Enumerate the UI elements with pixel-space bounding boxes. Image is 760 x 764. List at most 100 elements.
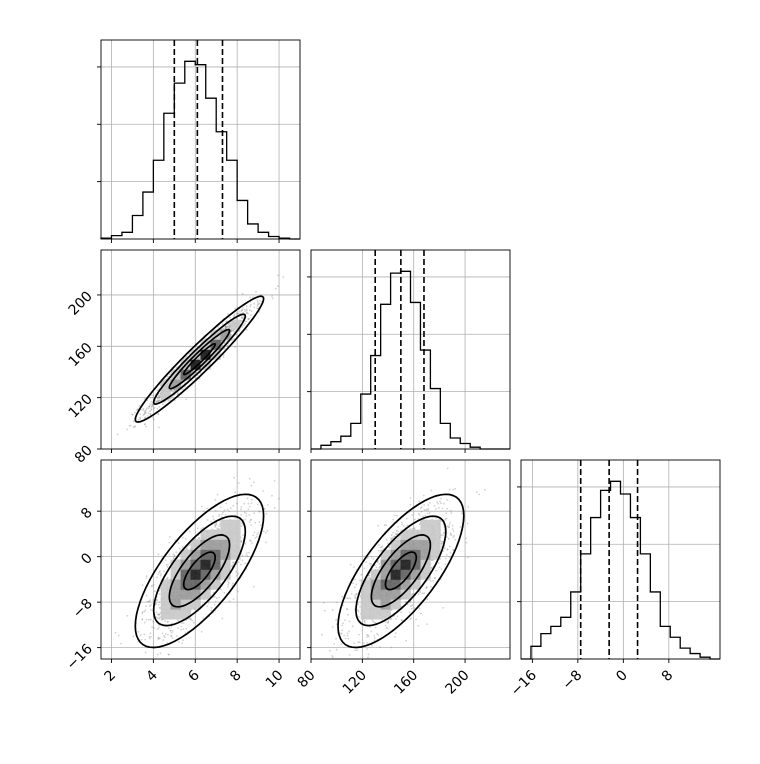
sample-point [247, 312, 249, 315]
sample-point [440, 568, 443, 570]
density-cell [160, 579, 171, 590]
sample-point [392, 531, 394, 534]
density-cell [220, 549, 231, 560]
sample-point [256, 299, 259, 301]
sample-point [368, 635, 370, 638]
sample-point [377, 549, 380, 552]
y-tick-label: 160 [66, 340, 96, 370]
sample-point [265, 531, 267, 534]
sample-point [152, 599, 154, 601]
sample-point [146, 600, 149, 603]
sample-point [134, 425, 137, 428]
sample-point [144, 423, 146, 425]
sample-point [344, 619, 346, 622]
sample-point [152, 620, 154, 623]
sample-point [221, 323, 224, 326]
sample-point [354, 649, 356, 652]
sample-point [164, 559, 167, 561]
sample-point [415, 618, 417, 621]
density-cell [220, 569, 231, 580]
sample-point [248, 309, 251, 312]
sample-point [223, 591, 226, 594]
sample-point [173, 554, 176, 556]
sample-point [238, 330, 241, 332]
sample-point [143, 412, 146, 415]
sample-point [366, 634, 369, 636]
sample-point [227, 580, 229, 583]
sample-point [395, 533, 398, 536]
sample-point [271, 295, 273, 297]
contour-line [134, 295, 265, 423]
sample-point [222, 356, 225, 359]
sample-point [434, 577, 437, 580]
sample-point [129, 424, 132, 427]
sample-point [237, 482, 240, 484]
sample-point [401, 619, 403, 622]
sample-point [331, 609, 334, 611]
sample-point [172, 391, 174, 393]
sample-point [132, 635, 135, 638]
sample-point [448, 523, 451, 526]
density-cell [160, 599, 171, 610]
sample-point [442, 502, 445, 505]
sample-point [357, 610, 360, 613]
sample-point [351, 625, 354, 628]
sample-point [409, 528, 411, 531]
sample-point [262, 530, 265, 533]
sample-point [172, 553, 175, 555]
sample-point [447, 537, 450, 540]
density-cell [190, 599, 201, 610]
sample-point [170, 629, 172, 632]
density-cell [360, 579, 371, 590]
sample-point [133, 425, 136, 428]
sample-point [451, 528, 454, 530]
density-cell [400, 569, 411, 580]
y-tick-label: 120 [66, 391, 96, 421]
sample-point [168, 535, 171, 538]
sample-point [373, 639, 376, 642]
sample-point [379, 546, 382, 549]
sample-point [442, 534, 444, 536]
sample-point [341, 595, 344, 598]
sample-point [149, 396, 152, 399]
sample-point [396, 532, 399, 535]
sample-point [234, 517, 237, 519]
sample-point [250, 303, 252, 306]
sample-point [426, 586, 428, 588]
sample-point [229, 316, 231, 319]
sample-point [198, 537, 200, 540]
sample-point [441, 507, 444, 510]
contour-line [370, 534, 432, 608]
sample-point [227, 583, 230, 586]
sample-point [373, 634, 376, 637]
sample-point [418, 513, 420, 515]
sample-point [364, 662, 366, 664]
panel-frame [310, 249, 511, 450]
sample-point [370, 562, 373, 565]
density-cell [200, 579, 211, 590]
sample-point [180, 625, 183, 628]
sample-point [188, 352, 191, 355]
sample-point [156, 399, 159, 402]
sample-point [410, 617, 412, 620]
sample-point [156, 613, 159, 616]
density-cell [230, 529, 241, 540]
sample-point [243, 511, 246, 514]
sample-point [322, 601, 325, 604]
sample-point [355, 583, 358, 586]
sample-point [338, 659, 340, 661]
sample-point [114, 632, 117, 634]
sample-point [411, 594, 413, 596]
sample-point [385, 524, 387, 526]
sample-point [232, 582, 234, 585]
density-cell [200, 569, 211, 580]
sample-point [158, 394, 161, 397]
sample-point [193, 373, 196, 376]
sample-point [171, 390, 174, 392]
sample-point [253, 306, 256, 309]
sample-point [126, 614, 129, 617]
sample-point [141, 612, 144, 615]
sample-point [354, 578, 356, 581]
density-cell [180, 579, 191, 590]
sample-point [409, 618, 412, 621]
